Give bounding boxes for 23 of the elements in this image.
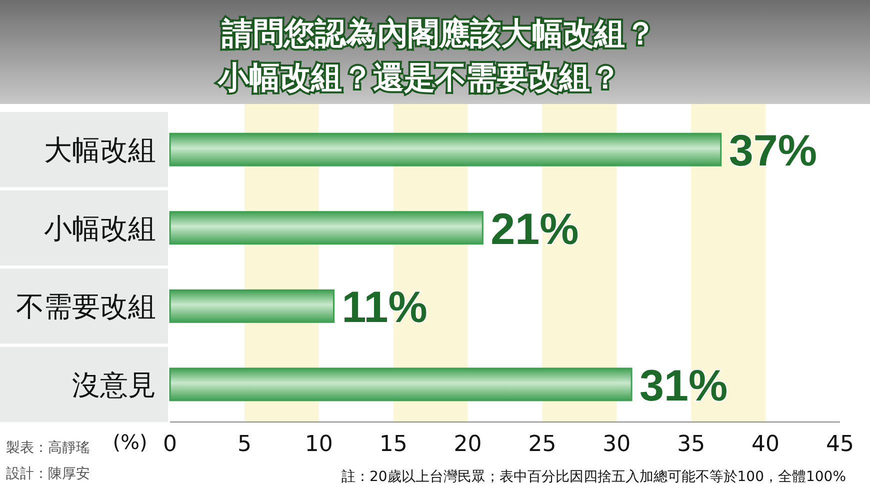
data-label: 21% (490, 204, 579, 254)
text: 設計：陳厚安 (6, 466, 90, 482)
y-tick-label: 不需要改組 (16, 290, 156, 324)
x-axis-title: (%) (112, 430, 148, 454)
data-label: 31% (640, 361, 728, 410)
x-tick-label: 40 (752, 432, 780, 457)
x-tick-label: 30 (602, 432, 631, 457)
y-tick-label: 大幅改組 (44, 134, 156, 167)
x-tick-label: 25 (528, 432, 556, 457)
text: 製表：高靜瑤 (6, 440, 90, 456)
x-tick-label: 10 (304, 432, 333, 457)
x-tick-label: 35 (677, 432, 706, 457)
x-tick-label: 0 (163, 432, 177, 457)
text: 註：20歲以上台灣民眾；表中百分比因四捨五入加總可能不等於100，全體100% (341, 469, 846, 485)
x-tick-label: 20 (454, 432, 482, 457)
data-label: 11% (342, 283, 428, 332)
y-tick-label: 沒意見 (72, 368, 156, 402)
x-tick-label: 45 (826, 432, 854, 457)
data-label: 37% (728, 126, 817, 176)
chart-title: 請問您認為內閣應該大幅改組？小幅改組？還是不需要改組？ (217, 16, 656, 96)
x-tick-label: 5 (237, 432, 252, 457)
x-tick-label: 15 (379, 432, 408, 457)
y-tick-label: 小幅改組 (44, 212, 156, 245)
